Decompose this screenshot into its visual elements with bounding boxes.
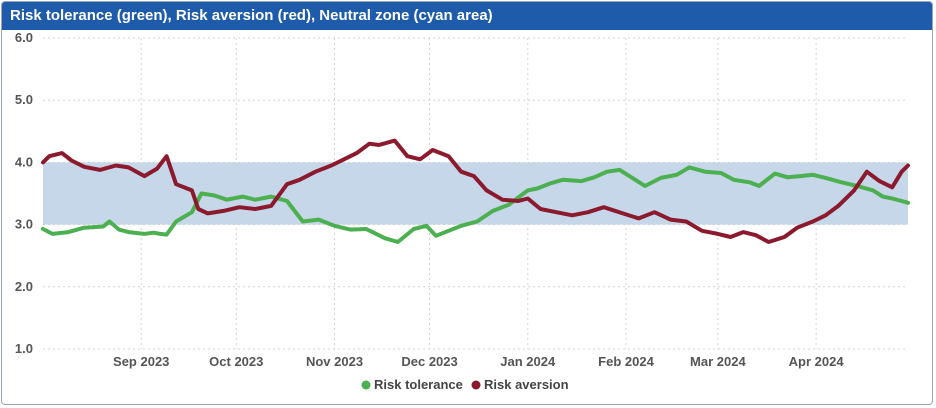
y-tick-label: 5.0: [15, 92, 33, 107]
x-tick-label: Nov 2023: [306, 354, 363, 369]
chart-title: Risk tolerance (green), Risk aversion (r…: [2, 2, 932, 30]
x-tick-label: Jan 2024: [500, 354, 556, 369]
x-tick-label: Dec 2023: [401, 354, 457, 369]
y-tick-label: 3.0: [15, 217, 33, 232]
x-tick-label: Feb 2024: [598, 354, 654, 369]
legend-label: Risk aversion: [484, 377, 569, 392]
y-tick-label: 6.0: [15, 30, 33, 45]
x-tick-label: Oct 2023: [209, 354, 263, 369]
series-line-risk-tolerance: [41, 165, 910, 244]
y-tick-label: 4.0: [15, 154, 33, 169]
legend-marker: [471, 380, 481, 390]
series-line-risk-aversion: [41, 138, 910, 244]
legend-marker: [361, 380, 371, 390]
y-tick-label: 1.0: [15, 341, 33, 356]
legend-label: Risk tolerance: [374, 377, 463, 392]
x-tick-label: Sep 2023: [113, 354, 169, 369]
x-tick-label: Apr 2024: [789, 354, 845, 369]
y-tick-label: 2.0: [15, 279, 33, 294]
x-tick-label: Mar 2024: [690, 354, 746, 369]
